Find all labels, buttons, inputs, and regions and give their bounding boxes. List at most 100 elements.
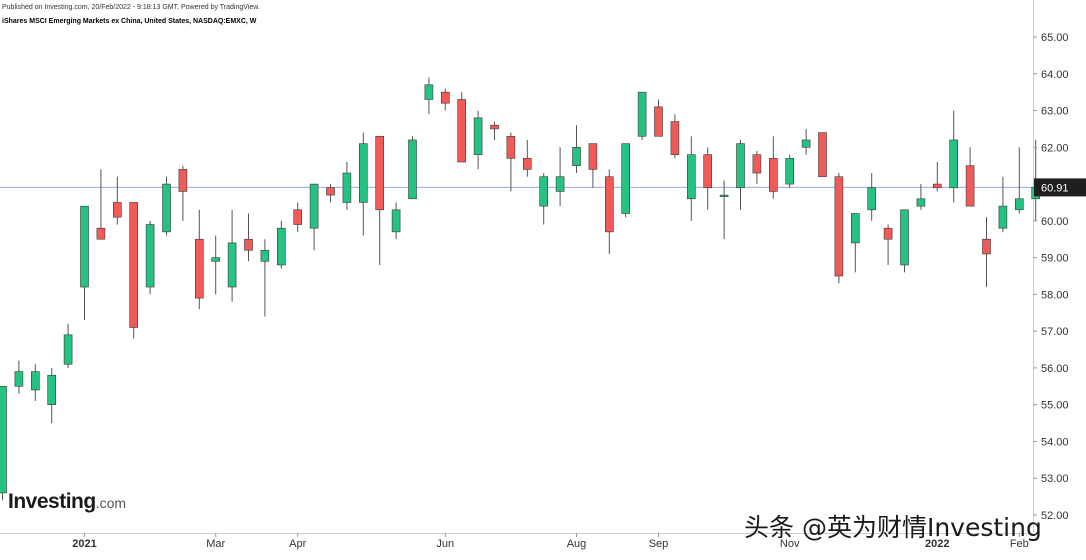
logo-main: Investing — [8, 490, 96, 513]
candle — [916, 184, 926, 210]
candle — [686, 136, 696, 221]
candle-body-up — [80, 205, 89, 288]
candle-body-up — [473, 117, 483, 155]
y-tick-label: 59.00 — [1041, 253, 1069, 265]
candle-body-down — [522, 158, 532, 170]
candle-body-up — [14, 371, 24, 387]
x-tick-label: Feb — [1010, 538, 1029, 550]
candle — [113, 176, 122, 225]
y-tick-label: 65.00 — [1041, 32, 1069, 44]
x-axis: 2021 Mar Apr Jun Aug Sep Nov 2022 Feb — [72, 533, 1029, 550]
candle-body-down — [654, 106, 663, 137]
candle — [227, 209, 237, 302]
candle — [457, 92, 467, 163]
candle — [736, 139, 745, 210]
candle — [358, 132, 368, 236]
x-tick-label: Jun — [436, 538, 454, 550]
candle — [982, 217, 991, 288]
candle-body-up — [227, 242, 237, 288]
candle — [63, 323, 73, 368]
x-tick-label: Nov — [780, 538, 800, 550]
candle-body-down — [982, 238, 991, 255]
candle-body-up — [686, 154, 696, 200]
candle — [211, 235, 220, 295]
candle-body-down — [440, 91, 450, 104]
candle-body-up — [867, 187, 877, 211]
candle-body-down — [113, 202, 122, 218]
candle — [703, 147, 713, 210]
candle-body-down — [768, 158, 778, 192]
candle-body-down — [670, 121, 680, 155]
candle — [949, 110, 959, 203]
y-tick-label: 62.00 — [1041, 142, 1069, 154]
candle-body-up — [719, 194, 729, 197]
candle — [309, 183, 319, 251]
candle-body-up — [916, 198, 926, 207]
symbol-title: iShares MSCI Emerging Markets ex China, … — [2, 18, 257, 25]
candle-body-down — [178, 169, 188, 192]
candle-body-up — [63, 334, 73, 365]
candle — [850, 213, 860, 273]
candle-body-up — [424, 84, 434, 100]
candle-body-up — [850, 213, 860, 244]
candle-body-down — [490, 124, 499, 130]
candle-body-up — [342, 172, 352, 203]
candle — [604, 169, 614, 254]
last-price-label: 60.91 — [1041, 182, 1069, 194]
candle-body-up — [0, 386, 7, 494]
candle-body-up — [260, 249, 270, 262]
x-tick-label: Apr — [289, 538, 306, 550]
candle-body-down — [604, 176, 614, 233]
candle — [1014, 147, 1024, 214]
candle-body-up — [309, 183, 319, 229]
candle-body-down — [883, 227, 893, 240]
candle — [654, 99, 663, 137]
candle-body-down — [244, 238, 253, 251]
candle — [490, 121, 499, 140]
candle — [342, 162, 352, 210]
candle-body-up — [358, 143, 368, 203]
candle-body-up — [572, 147, 581, 166]
candle-body-up — [998, 205, 1008, 229]
candle — [900, 209, 909, 273]
y-tick-label: 64.00 — [1041, 69, 1069, 81]
candle-body-up — [801, 139, 811, 148]
candle — [883, 224, 893, 265]
candle-body-up — [949, 139, 959, 189]
candle — [818, 132, 827, 178]
candle — [47, 367, 57, 424]
candle-body-up — [211, 257, 220, 262]
candle-body-up — [785, 158, 795, 185]
investing-logo: Investing.com — [8, 490, 126, 514]
candle — [260, 239, 270, 317]
candle — [768, 136, 778, 199]
candle-body-down — [932, 183, 942, 189]
watermark: 头条 @英为财情Investing — [744, 513, 1042, 542]
candle-body-up — [1014, 198, 1024, 211]
candle — [588, 143, 598, 188]
y-tick-label: 52.00 — [1041, 510, 1069, 522]
candle — [440, 88, 450, 111]
candle — [473, 110, 483, 170]
candle — [80, 205, 89, 321]
candle-body-down — [965, 165, 975, 207]
x-tick-label: Mar — [206, 538, 225, 550]
x-tick-label: 2022 — [925, 538, 949, 550]
candle — [539, 173, 549, 225]
candles — [0, 77, 1040, 501]
candle — [965, 147, 975, 207]
candle — [522, 139, 532, 177]
candle-body-up — [555, 176, 565, 192]
candle-body-up — [391, 209, 401, 233]
candle-body-down — [129, 202, 138, 328]
candle — [162, 176, 171, 236]
candle — [293, 202, 303, 232]
candle — [637, 91, 647, 140]
candle — [506, 132, 516, 192]
y-tick-label: 63.00 — [1041, 106, 1069, 118]
y-tick-label: 60.00 — [1041, 216, 1069, 228]
candle — [555, 147, 565, 207]
candle — [834, 173, 844, 284]
